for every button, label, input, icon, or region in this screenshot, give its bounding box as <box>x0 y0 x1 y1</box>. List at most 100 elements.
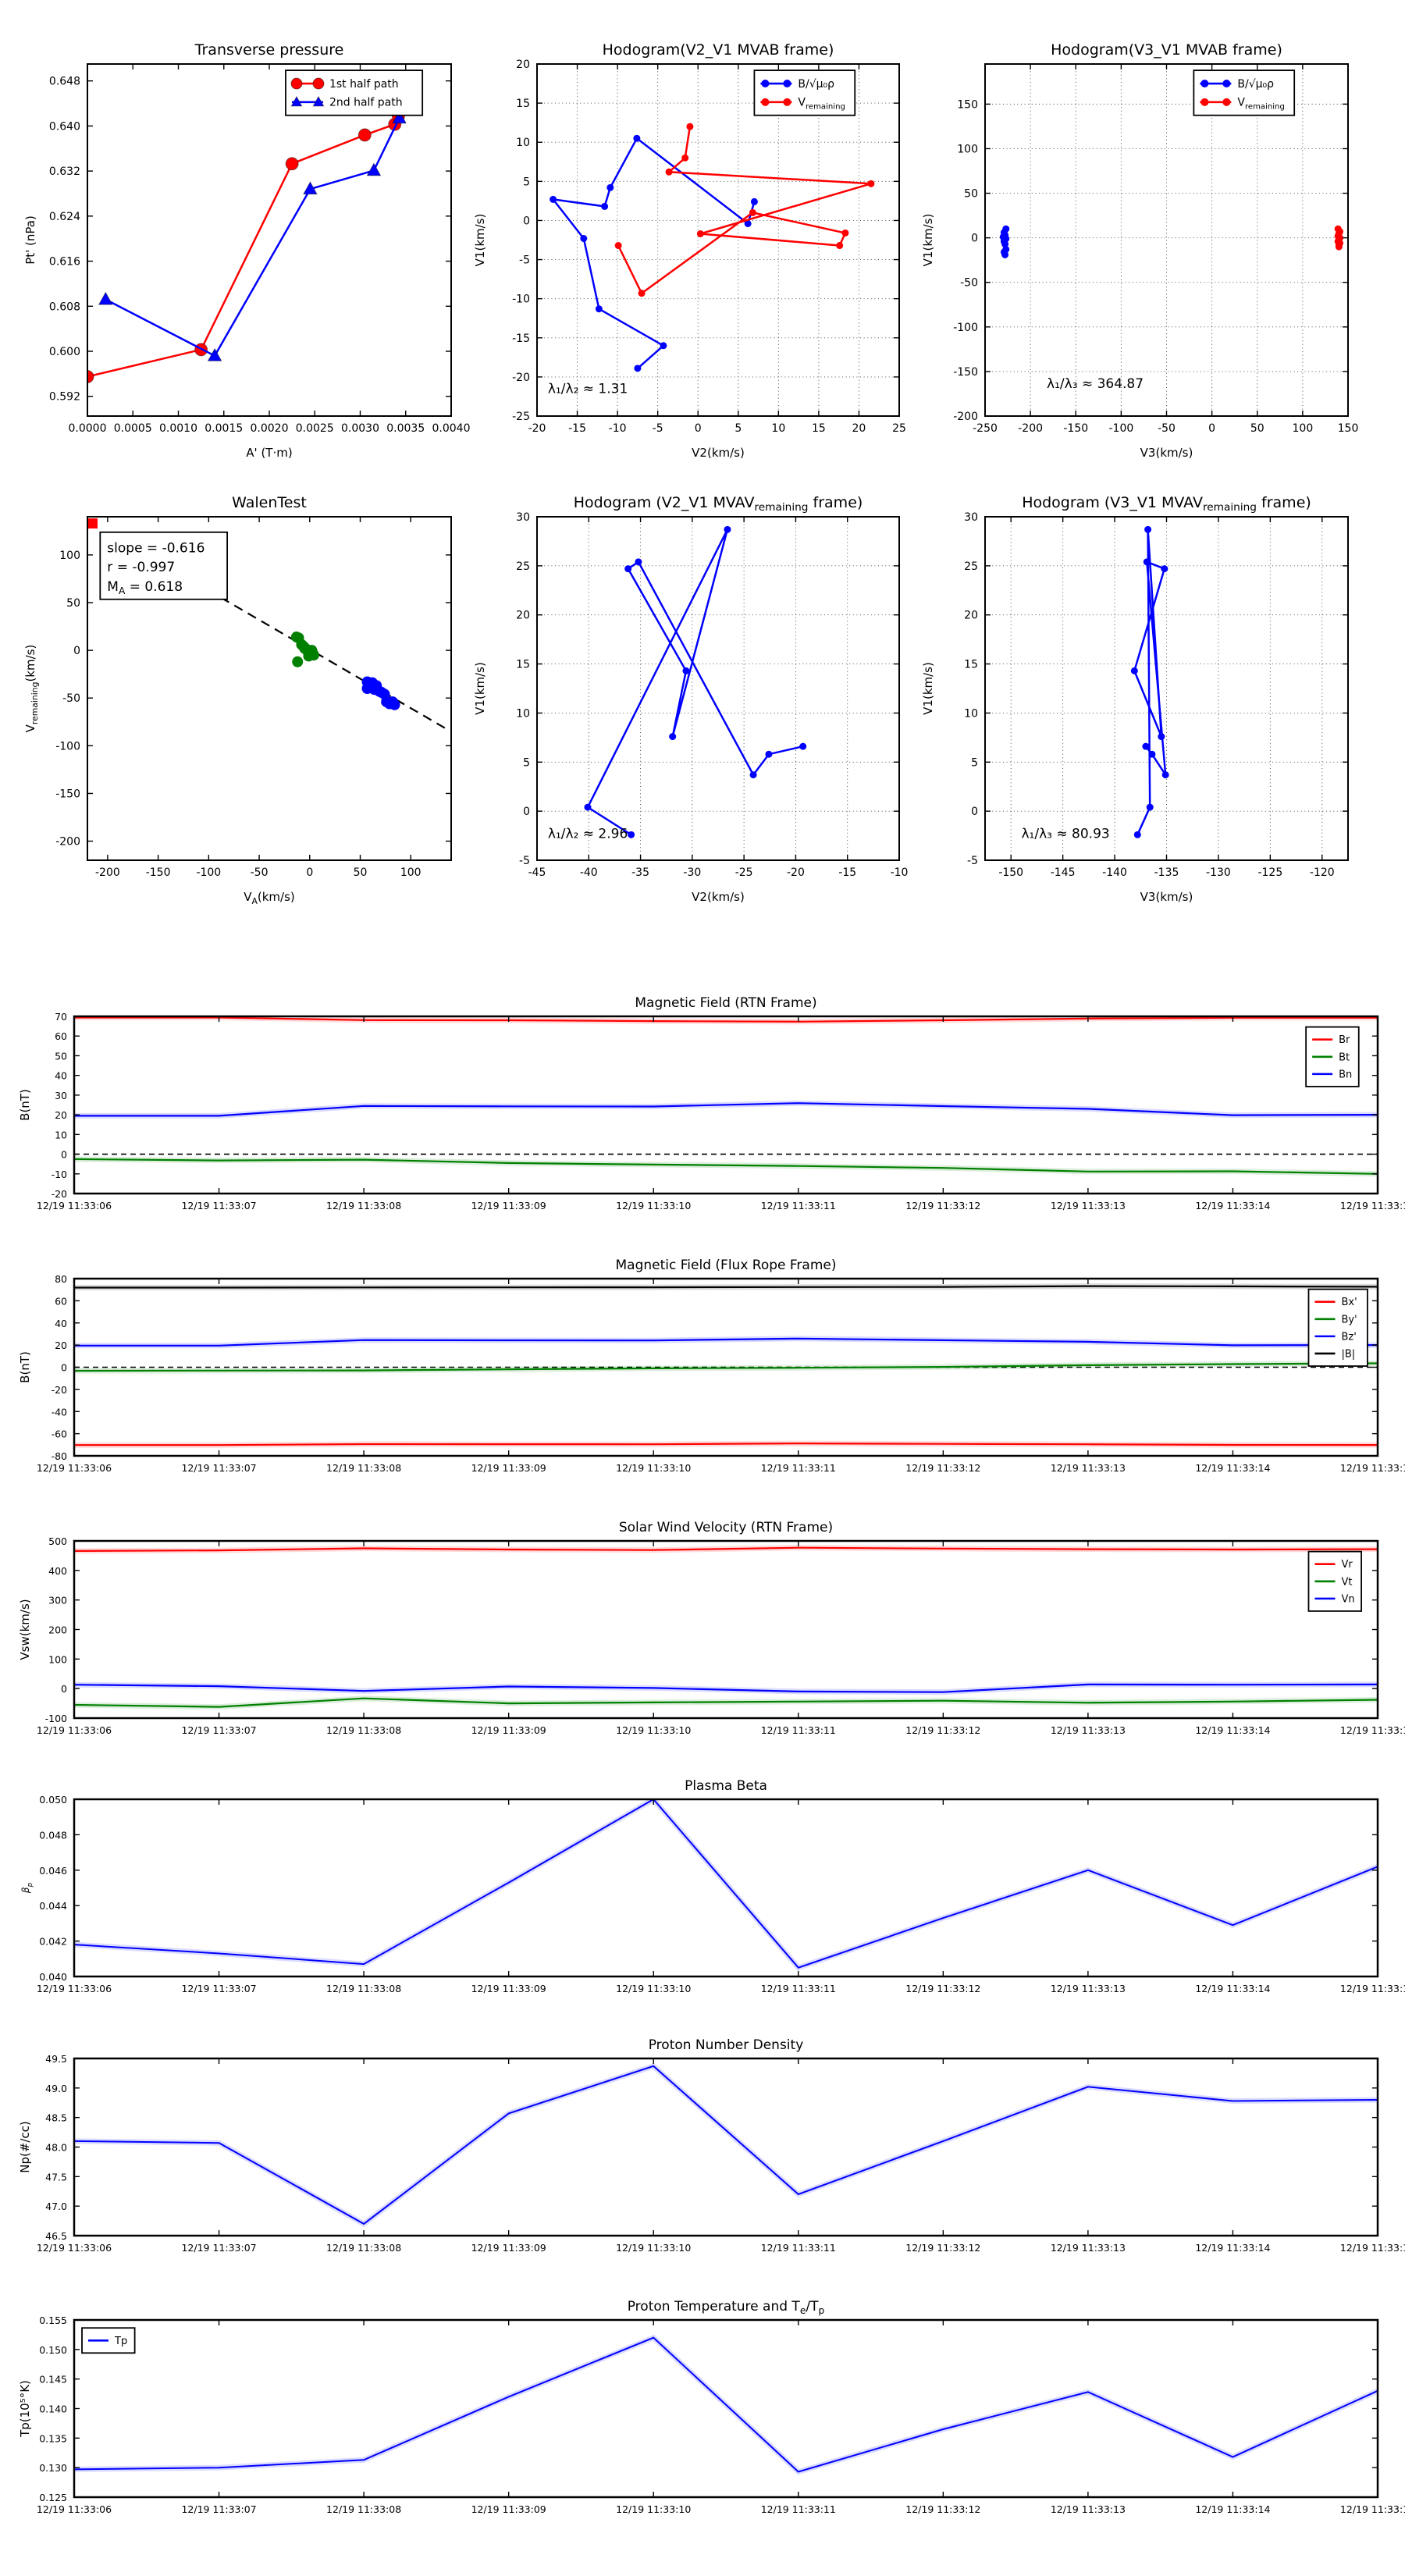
dot-marker <box>389 699 400 710</box>
x-tick-label: -10 <box>609 422 627 435</box>
x-axis-label: V3(km/s) <box>1140 890 1193 904</box>
legend: B/√μ₀ρ Vremaining <box>753 69 856 116</box>
legend-label: 1st half path <box>329 78 399 91</box>
dot-marker <box>306 645 318 656</box>
legend-label: Vremaining <box>1237 97 1284 112</box>
y-tick-label: 10 <box>516 707 530 720</box>
x-tick-label: -140 <box>1102 866 1127 879</box>
panel-title: Plasma Beta <box>685 1778 767 1794</box>
x-tick-label: 12/19 11:33:11 <box>761 1462 836 1474</box>
y-tick-label: 0 <box>971 233 978 245</box>
y-tick-label: 300 <box>48 1595 67 1606</box>
y-tick-label: 15 <box>516 98 530 110</box>
y-tick-label: -20 <box>512 372 530 384</box>
x-tick-label: 20 <box>852 422 866 435</box>
y-tick-label: 0.600 <box>49 346 80 358</box>
dot-marker <box>550 195 557 203</box>
y-tick-label: 30 <box>964 511 978 524</box>
x-tick-label: 12/19 11:33:14 <box>1195 1462 1270 1474</box>
panel-hodogram-v2v1-mvab: -20 -15 -10 -5 0 5 10 15 20 25-25-20-15-10-505101… <box>473 41 906 460</box>
x-tick-label: 0 <box>306 866 313 879</box>
y-tick-label: -200 <box>55 836 80 849</box>
x-tick-label: 12/19 11:33:12 <box>905 1724 980 1736</box>
legend-label: 2nd half path <box>329 97 403 109</box>
x-tick-label: 12/19 11:33:14 <box>1195 2242 1270 2254</box>
dot-marker <box>635 558 642 566</box>
y-tick-label: -5 <box>519 855 530 867</box>
dot-marker <box>1001 251 1009 258</box>
y-tick-label: 20 <box>516 610 530 622</box>
x-tick-label: 12/19 11:33:12 <box>905 1983 980 1994</box>
series-Vt <box>74 1695 1378 1710</box>
y-tick-label: -60 <box>52 1429 67 1440</box>
y-tick-label: 0 <box>523 806 530 818</box>
y-tick-label: 30 <box>55 1090 67 1101</box>
triangle-marker <box>392 110 407 124</box>
series-V-remaining- <box>614 123 875 297</box>
triangle-marker <box>290 95 303 107</box>
x-tick-label: 12/19 11:33:06 <box>37 1983 112 1994</box>
x-tick-label: 0.0005 <box>114 422 152 435</box>
dot-marker <box>682 667 690 674</box>
x-axis-label: V2(km/s) <box>692 446 745 460</box>
panel-magnetic-field-rtn: 12/19 11:33:06 12/19 11:33:07 12/19 11:33:… <box>18 995 1405 1212</box>
x-tick-label: 12/19 11:33:14 <box>1195 1200 1270 1212</box>
series-By' <box>74 1361 1378 1374</box>
dot-marker <box>783 80 791 88</box>
legend-label: B/√μ₀ρ <box>798 78 834 91</box>
series-layer <box>74 1799 1378 1971</box>
y-tick-label: -50 <box>960 277 978 290</box>
x-tick-label: 12/19 11:33:07 <box>181 1462 256 1474</box>
legend: Tp <box>81 2327 136 2354</box>
y-tick-label: 0 <box>523 215 530 227</box>
x-tick-label: 12/19 11:33:13 <box>1051 1724 1126 1736</box>
y-tick-label: 0.050 <box>39 1794 67 1806</box>
panel-title: WalenTest <box>232 494 307 511</box>
x-tick-label: 12/19 11:33:07 <box>181 1724 256 1736</box>
legend: B/√μ₀ρ Vremaining <box>1193 69 1296 116</box>
y-tick-label: 0 <box>61 1683 67 1695</box>
series-B- <box>550 134 758 372</box>
ticks: 12/19 11:33:06 12/19 11:33:07 12/19 11:33:… <box>37 1011 1405 1212</box>
series-B-hodogram <box>1130 525 1169 838</box>
stat-line: slope = -0.616 <box>107 540 205 556</box>
series-layer <box>74 2334 1378 2475</box>
x-tick-label: 0 <box>1208 422 1215 435</box>
y-tick-label: 15 <box>516 659 530 671</box>
panel-title: Hodogram (V3_V1 MVAVremaining frame) <box>1022 494 1311 514</box>
dot-marker <box>1200 98 1209 106</box>
y-tick-label: 15 <box>964 659 978 671</box>
x-tick-label: 0 <box>695 422 702 435</box>
circle-marker <box>312 77 325 90</box>
y-axis-label: Pt' (nPa) <box>23 215 37 265</box>
y-tick-label: 0.048 <box>39 1829 67 1841</box>
dot-marker <box>686 123 694 130</box>
panel-hodogram-v3v1-mvab: -250 -200 -150 -100 -50 0 50 100 150-200-150-100… <box>921 41 1358 460</box>
panel-proton-temperature: 12/19 11:33:06 12/19 11:33:07 12/19 11:33:… <box>18 2299 1405 2515</box>
x-tick-label: 12/19 11:33:15 <box>1340 2503 1405 2515</box>
series-layer <box>74 1016 1378 1177</box>
x-tick-label: 12/19 11:33:11 <box>761 1983 836 1994</box>
x-tick-label: 5 <box>735 422 742 435</box>
triangle-marker <box>303 181 318 195</box>
dot-marker <box>761 80 770 88</box>
series-first-point <box>87 518 98 529</box>
panel-title: Hodogram(V3_V1 MVAB frame) <box>1051 41 1282 59</box>
dot-marker <box>580 234 588 242</box>
x-tick-label: -35 <box>631 866 649 879</box>
series-layer <box>1130 525 1169 838</box>
dot-marker <box>638 290 646 297</box>
dot-marker <box>628 831 635 838</box>
dot-marker <box>749 771 757 779</box>
circle-marker <box>357 128 372 142</box>
y-tick-label: 10 <box>964 707 978 720</box>
y-tick-label: 50 <box>66 597 80 610</box>
y-tick-label: 500 <box>48 1535 67 1547</box>
dot-marker <box>867 180 875 187</box>
x-tick-label: 50 <box>354 866 368 879</box>
dot-marker <box>669 733 677 741</box>
x-tick-label: 150 <box>1338 422 1359 435</box>
y-tick-label: 150 <box>957 98 978 111</box>
circle-marker <box>290 77 303 90</box>
